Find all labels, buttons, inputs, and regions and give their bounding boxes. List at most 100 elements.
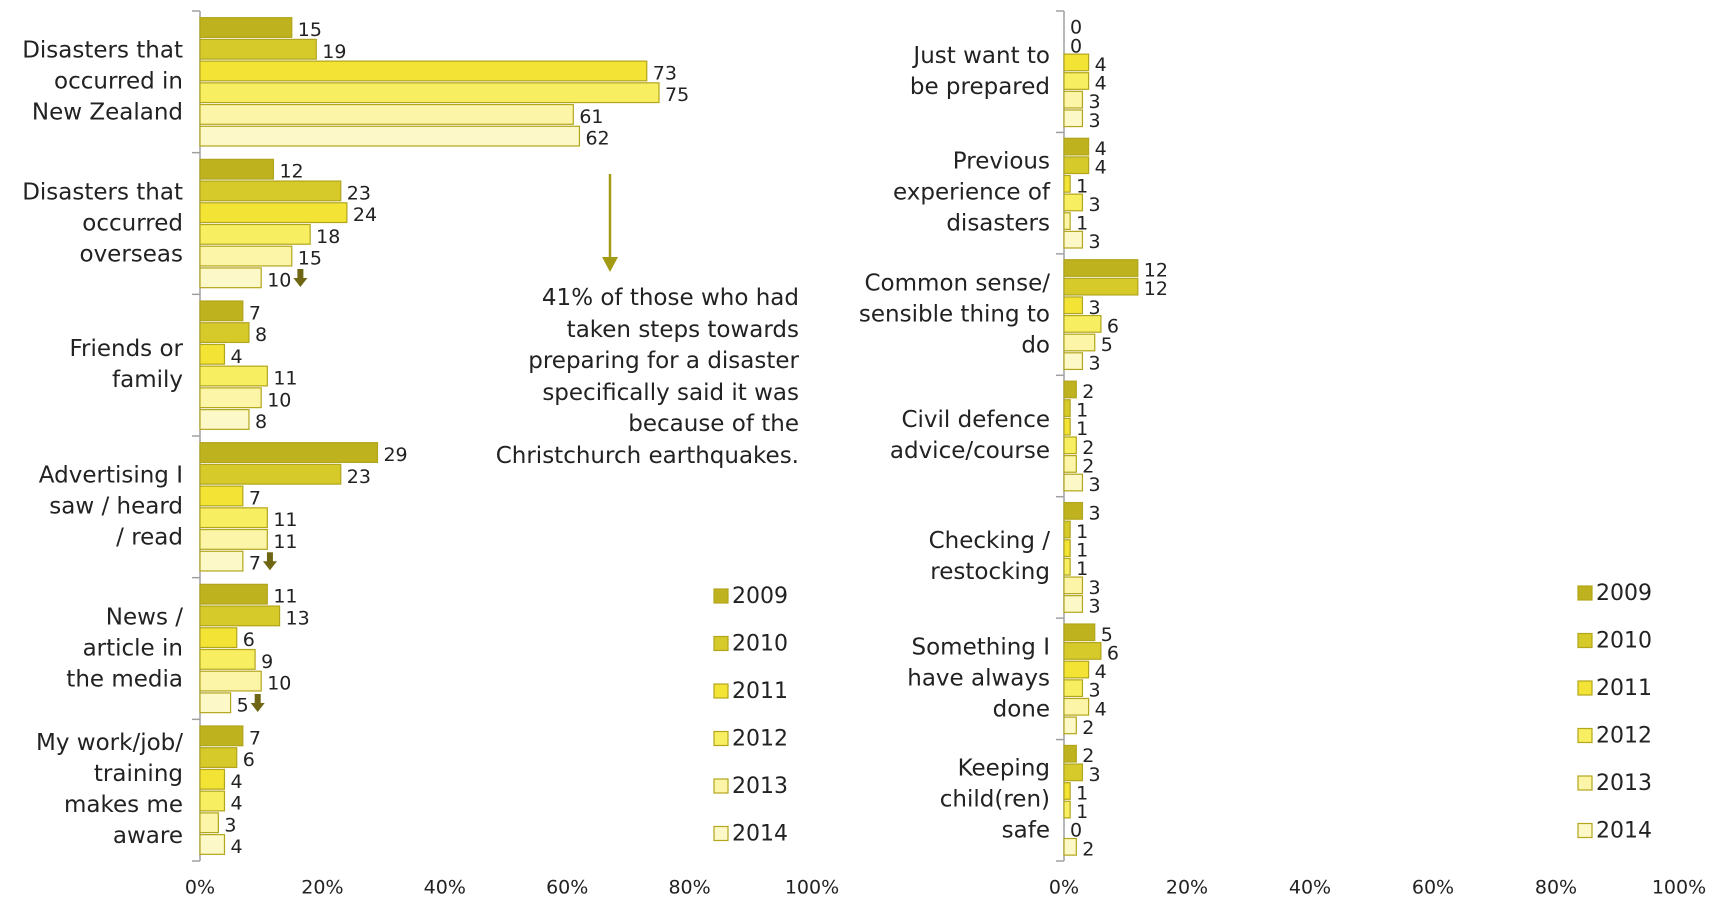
value-label: 1 [1076,213,1088,235]
legend-label: 2014 [1596,819,1652,844]
value-label: 3 [1088,764,1100,786]
value-label: 4 [230,771,242,793]
x-tick-label: 80% [1535,877,1577,899]
bar [199,528,268,550]
value-label: 3 [1088,297,1100,319]
bar [1063,800,1071,819]
bar [1063,174,1071,193]
value-label: 7 [249,302,261,324]
category-label: Keeping child(ren) safe [939,755,1050,844]
value-label: 19 [322,41,346,63]
bar [1063,53,1090,72]
value-label: 5 [237,694,249,716]
bar [1063,576,1084,595]
value-label: 10 [267,269,291,291]
legend-swatch [713,635,729,652]
bar [199,605,281,627]
bar [1063,557,1071,576]
bar [1063,716,1077,735]
value-label: 15 [298,19,322,41]
value-label: 3 [1088,680,1100,702]
value-label: 8 [255,411,267,433]
bar [1063,380,1077,399]
value-label: 13 [286,607,310,629]
category-label: My work/job/ training makes me aware [36,730,183,850]
bar [199,343,226,365]
bar [1063,314,1102,333]
bar [199,583,268,605]
value-label: 10 [267,673,291,695]
value-label: 4 [230,836,242,858]
decrease-marker [293,268,308,287]
bar [199,17,293,38]
bar [1063,230,1084,249]
bar [199,125,581,147]
legend-label: 2011 [732,679,788,704]
value-label: 7 [249,487,261,509]
bar [199,790,226,812]
value-label: 1 [1076,558,1088,580]
value-label: 12 [1144,278,1168,300]
bar [199,60,648,82]
bar [199,463,342,485]
value-label: 3 [1088,353,1100,375]
x-tick-label: 60% [546,877,588,899]
legend-swatch [713,683,729,699]
value-label: 2 [1082,455,1094,477]
value-label: 11 [273,509,297,531]
value-label: 11 [273,586,297,608]
category-label: Checking / restocking [928,528,1050,586]
bar [199,768,226,790]
bar [1063,595,1084,613]
value-label: 73 [653,62,677,84]
bar [199,38,317,60]
bar [199,300,244,322]
bar [1063,109,1084,128]
category-label: Civil defence advice/course [889,407,1050,464]
value-label: 11 [273,368,297,390]
value-label: 2 [1082,745,1094,767]
x-tick-label: 20% [1166,877,1208,899]
value-label: 9 [261,651,273,673]
legend-label: 2013 [1596,771,1652,796]
legend-swatch [1577,822,1593,839]
bar [199,725,244,747]
bar [199,103,574,125]
legend-label: 2009 [1596,581,1652,606]
bar [1063,352,1084,371]
value-label: 11 [273,531,297,553]
value-label: 6 [1107,315,1119,337]
value-label: 3 [224,814,236,836]
value-label: 5 [1101,624,1113,646]
bar [199,627,238,649]
bar [199,245,293,267]
value-label: 0 [1070,35,1082,57]
value-label: 1 [1076,418,1088,440]
value-label: 1 [1076,400,1088,422]
x-tick-label: 20% [301,877,343,899]
value-label: 3 [1088,502,1100,524]
category-label: Something I have always done [907,634,1050,723]
bar [1063,296,1084,315]
x-tick-label: 0% [185,877,215,899]
bar [199,180,342,202]
x-tick-label: 0% [1049,877,1079,899]
bar [199,747,238,769]
value-label: 1 [1076,801,1088,823]
category-label: Advertising I saw / heard / read [38,462,183,551]
legend-label: 2013 [732,774,788,799]
bar [199,387,262,409]
value-label: 15 [298,248,322,270]
bar [199,812,219,834]
bar [199,692,232,714]
value-label: 24 [353,204,377,226]
value-label: 12 [279,161,303,183]
value-label: 0 [1070,17,1082,39]
value-label: 4 [1095,698,1107,720]
bar [1063,455,1077,473]
value-label: 12 [1144,260,1168,282]
legend-label: 2011 [1596,676,1652,701]
annotation: 41% of those who had taken steps towards… [495,285,799,469]
